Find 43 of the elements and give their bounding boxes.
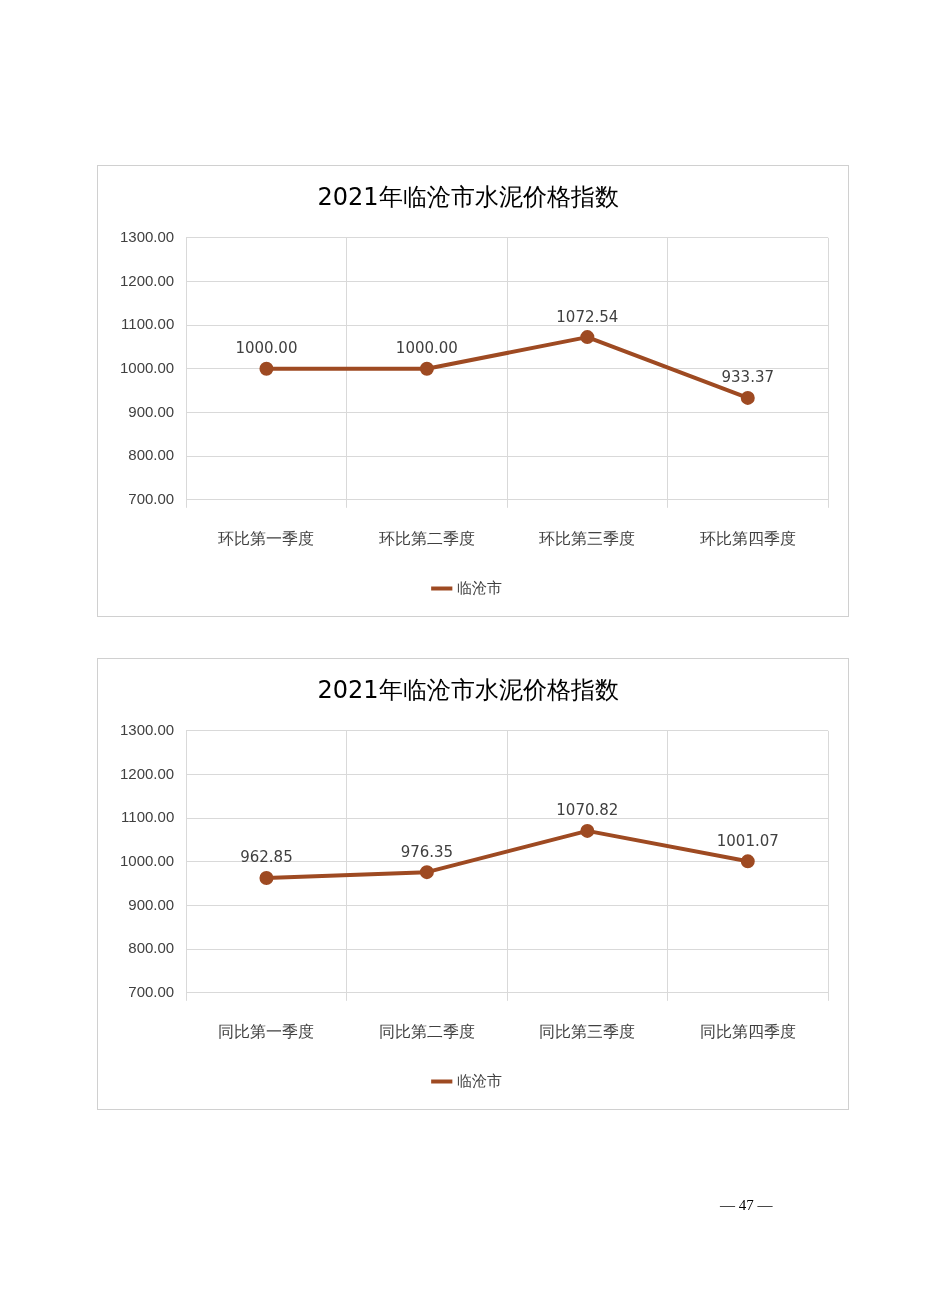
y-tick-label: 900.00 bbox=[128, 402, 175, 420]
y-tick-label: 1300.00 bbox=[119, 720, 175, 738]
data-label: 933.37 bbox=[721, 368, 775, 387]
x-tick-label: 同比第四季度 bbox=[699, 1022, 796, 1040]
point bbox=[580, 823, 595, 838]
y-tick-label: 800.00 bbox=[128, 939, 175, 957]
y-tick-label: 1200.00 bbox=[119, 764, 175, 782]
point bbox=[259, 361, 274, 376]
chart-title: 2021年临沧市水泥价格指数 bbox=[317, 182, 619, 211]
data-label: 1001.07 bbox=[716, 831, 779, 850]
x-tick-label: 环比第一季度 bbox=[218, 529, 315, 547]
x-tick-label: 同比第三季度 bbox=[539, 1022, 636, 1040]
y-tick-label: 1100.00 bbox=[121, 315, 175, 333]
point bbox=[419, 361, 434, 376]
point bbox=[740, 390, 755, 405]
y-tick-label: 800.00 bbox=[128, 446, 175, 464]
point bbox=[259, 871, 274, 886]
y-tick-label: 1100.00 bbox=[121, 808, 175, 826]
x-tick-label: 同比第二季度 bbox=[378, 1022, 475, 1040]
point bbox=[740, 854, 755, 869]
legend-label: 临沧市 bbox=[456, 1071, 502, 1089]
data-label: 1000.00 bbox=[395, 339, 458, 358]
y-tick-label: 1000.00 bbox=[119, 851, 175, 869]
data-label: 1000.00 bbox=[235, 339, 298, 358]
data-label: 962.85 bbox=[240, 848, 293, 867]
x-tick-label: 环比第三季度 bbox=[539, 529, 636, 547]
chart-title: 2021年临沧市水泥价格指数 bbox=[317, 675, 619, 704]
y-tick-label: 1200.00 bbox=[119, 271, 175, 289]
text: — 47 — bbox=[720, 1197, 773, 1214]
data-label: 1070.82 bbox=[556, 801, 619, 820]
x-tick-label: 同比第一季度 bbox=[218, 1022, 315, 1040]
y-tick-label: 700.00 bbox=[128, 489, 175, 507]
y-tick-label: 1300.00 bbox=[119, 227, 175, 245]
y-tick-label: 900.00 bbox=[128, 895, 175, 913]
point bbox=[580, 330, 595, 345]
x-tick-label: 环比第四季度 bbox=[699, 529, 796, 547]
legend-label: 临沧市 bbox=[456, 578, 502, 596]
x-tick-label: 环比第二季度 bbox=[378, 529, 475, 547]
y-tick-label: 700.00 bbox=[128, 982, 175, 1000]
y-tick-label: 1000.00 bbox=[119, 358, 175, 376]
point bbox=[419, 865, 434, 880]
data-label: 976.35 bbox=[400, 842, 454, 861]
data-label: 1072.54 bbox=[556, 307, 619, 326]
